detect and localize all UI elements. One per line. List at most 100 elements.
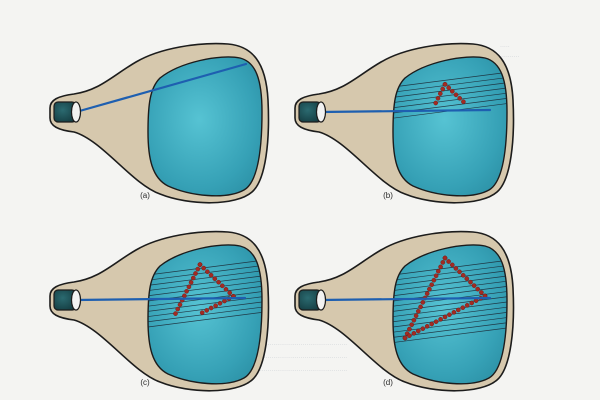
electron-gun xyxy=(298,101,327,123)
phosphor-dot xyxy=(182,293,187,299)
phosphor-dot xyxy=(457,269,462,275)
phosphor-dot xyxy=(212,276,218,282)
phosphor-dot xyxy=(175,306,180,312)
phosphor-dot xyxy=(438,264,443,270)
phosphor-dot xyxy=(446,259,451,264)
phosphor-dot xyxy=(184,289,189,294)
phosphor-dot xyxy=(468,279,473,285)
scan-line xyxy=(393,322,507,339)
electron-beam xyxy=(74,62,248,114)
scan-line xyxy=(393,327,507,344)
phosphor-dot xyxy=(455,307,461,313)
scan-line xyxy=(393,71,507,89)
phosphor-dot xyxy=(213,303,218,308)
phosphor-dot xyxy=(433,100,438,106)
phosphor-dot xyxy=(222,298,227,304)
phosphor-dot xyxy=(457,96,462,101)
scan-line xyxy=(393,311,507,329)
phosphor-dot xyxy=(409,322,414,327)
scan-line xyxy=(393,316,507,334)
phosphor-dot xyxy=(413,313,419,319)
electron-gun xyxy=(53,289,82,311)
phosphor-dot xyxy=(433,273,439,279)
phosphor-dot xyxy=(407,326,412,332)
scan-line xyxy=(393,301,507,318)
phosphor-dot xyxy=(223,287,229,292)
phosphor-dot xyxy=(216,279,221,285)
phosphor-dot xyxy=(460,273,466,278)
phosphor-dot xyxy=(411,317,417,323)
phosphor-dot xyxy=(435,269,441,274)
scan-line xyxy=(393,259,507,277)
phosphor-dot xyxy=(199,310,205,315)
svg-text:..............................: ........................................… xyxy=(250,340,347,347)
scan-line xyxy=(393,280,507,298)
phosphor-dot xyxy=(429,282,434,288)
svg-text:..............................: ........................................… xyxy=(250,366,347,373)
phosphor-dot xyxy=(460,305,466,310)
phosphor-dot xyxy=(429,321,434,327)
phosphor-dot xyxy=(440,260,446,265)
svg-text:.....: ..... xyxy=(500,42,510,49)
scan-line xyxy=(393,87,507,104)
phosphor-dot xyxy=(402,335,408,341)
phosphor-dot xyxy=(442,314,448,320)
phosphor-dot xyxy=(195,266,201,272)
phosphor-dot xyxy=(449,262,455,268)
phosphor-dot xyxy=(453,92,459,98)
electron-gun xyxy=(298,289,327,311)
scan-line xyxy=(393,82,507,99)
raster-scan-lines xyxy=(393,71,507,120)
panel-label: (d) xyxy=(383,378,393,387)
crt-panel-d: (d) xyxy=(294,230,515,392)
phosphor-dot xyxy=(446,85,451,91)
phosphor-dot xyxy=(433,319,439,324)
phosphor-dot xyxy=(208,272,214,278)
phosphor-dot xyxy=(442,82,448,87)
phosphor-dot xyxy=(188,280,194,285)
phosphor-dot xyxy=(451,310,457,315)
phosphor-dot xyxy=(464,303,470,308)
phosphor-dot xyxy=(208,305,214,311)
phosphor-dot xyxy=(227,290,232,296)
triangle-dots xyxy=(173,262,236,316)
phosphor-screen xyxy=(147,56,263,197)
phosphor-dot xyxy=(217,301,223,306)
phosphor-dot xyxy=(190,275,196,281)
scan-line xyxy=(148,275,262,292)
scan-line xyxy=(148,270,262,287)
electron-gun xyxy=(53,101,82,123)
phosphor-dot xyxy=(464,276,470,282)
phosphor-dot xyxy=(427,286,432,292)
electron-beam xyxy=(74,296,247,302)
phosphor-dot xyxy=(193,271,198,276)
scan-line xyxy=(393,275,507,292)
phosphor-dot xyxy=(461,99,466,105)
phosphor-dot xyxy=(201,265,206,271)
scan-line xyxy=(148,301,262,318)
phosphor-dot xyxy=(449,89,455,94)
phosphor-dot xyxy=(435,96,441,101)
raster-scan-lines xyxy=(393,259,507,344)
phosphor-dot xyxy=(411,331,417,336)
crt-panel-c: (c) xyxy=(49,230,270,392)
crt-panel-b: (b) xyxy=(294,42,515,204)
phosphor-dot xyxy=(204,308,209,313)
background-ghost-text: ..... .......... .......................… xyxy=(250,42,520,373)
phosphor-dot xyxy=(471,283,477,288)
phosphor-dot xyxy=(219,283,225,289)
phosphor-dot xyxy=(186,284,192,290)
phosphor-dot xyxy=(479,290,484,295)
panel-label: (a) xyxy=(140,191,150,200)
phosphor-dot xyxy=(415,328,421,334)
triangle-dots xyxy=(402,255,488,341)
phosphor-dot xyxy=(407,333,412,338)
phosphor-dot xyxy=(469,300,474,306)
phosphor-dot xyxy=(420,326,426,331)
phosphor-dot xyxy=(415,309,421,314)
electron-beam xyxy=(319,296,492,302)
phosphor-dot xyxy=(438,317,443,322)
scan-line xyxy=(393,270,507,287)
scan-line xyxy=(393,92,507,110)
